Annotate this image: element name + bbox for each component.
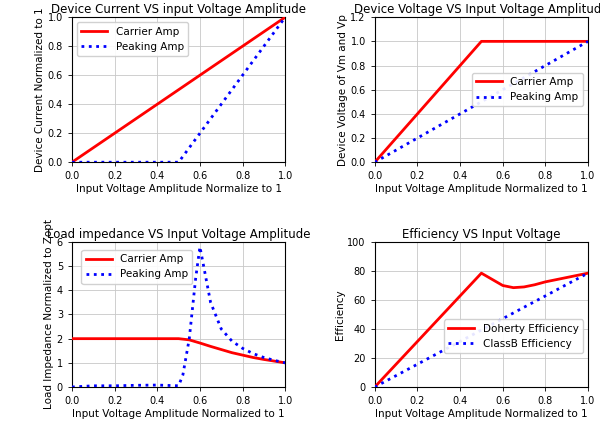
Legend: Carrier Amp, Peaking Amp: Carrier Amp, Peaking Amp xyxy=(472,73,583,107)
Peaking Amp xyxy=(111,383,118,388)
Carrier Amp xyxy=(250,355,257,360)
Peaking Amp xyxy=(175,383,182,388)
X-axis label: Input Voltage Amplitude Normalize to 1: Input Voltage Amplitude Normalize to 1 xyxy=(76,184,281,194)
Carrier Amp xyxy=(371,160,379,165)
Line: ClassB Efficiency: ClassB Efficiency xyxy=(375,273,588,387)
Peaking Amp xyxy=(196,131,203,136)
Peaking Amp xyxy=(281,360,289,366)
ClassB Efficiency xyxy=(542,293,549,298)
Carrier Amp xyxy=(281,360,289,366)
Doherty Efficiency xyxy=(435,316,442,321)
Line: Doherty Efficiency: Doherty Efficiency xyxy=(375,273,588,387)
Carrier Amp xyxy=(229,350,236,355)
ClassB Efficiency xyxy=(584,270,592,276)
Peaking Amp xyxy=(218,101,225,107)
Peaking Amp xyxy=(133,160,140,165)
Doherty Efficiency xyxy=(457,293,464,298)
Carrier Amp xyxy=(218,347,225,352)
Carrier Amp xyxy=(584,39,592,44)
Doherty Efficiency xyxy=(553,277,560,282)
ClassB Efficiency xyxy=(435,350,442,355)
Peaking Amp xyxy=(260,43,268,49)
Peaking Amp xyxy=(111,160,118,165)
Doherty Efficiency xyxy=(574,273,581,278)
Line: Peaking Amp: Peaking Amp xyxy=(72,247,285,387)
X-axis label: Input Voltage Amplitude Normalized to 1: Input Voltage Amplitude Normalized to 1 xyxy=(375,409,588,419)
Peaking Amp xyxy=(90,383,97,388)
Peaking Amp xyxy=(68,160,76,165)
Doherty Efficiency xyxy=(499,283,506,288)
X-axis label: Input Voltage Amplitude Normalized to 1: Input Voltage Amplitude Normalized to 1 xyxy=(72,409,285,419)
Y-axis label: Efficiency: Efficiency xyxy=(335,289,344,340)
Doherty Efficiency xyxy=(510,285,517,290)
Title: Load impedance VS Input Voltage Amplitude: Load impedance VS Input Voltage Amplitud… xyxy=(47,228,310,241)
Carrier Amp xyxy=(207,344,214,349)
Peaking Amp xyxy=(133,383,140,388)
X-axis label: Input Voltage Amplitude Normalized to 1: Input Voltage Amplitude Normalized to 1 xyxy=(375,184,588,194)
Peaking Amp xyxy=(239,73,246,78)
ClassB Efficiency xyxy=(478,327,485,332)
Carrier Amp xyxy=(175,336,182,341)
Doherty Efficiency xyxy=(392,362,400,367)
ClassB Efficiency xyxy=(563,282,570,287)
Carrier Amp xyxy=(260,357,268,362)
Peaking Amp xyxy=(185,336,193,341)
Doherty Efficiency xyxy=(478,270,485,276)
Peaking Amp xyxy=(154,383,161,388)
Peaking Amp xyxy=(260,355,268,360)
Doherty Efficiency xyxy=(414,339,421,344)
Y-axis label: Device Voltage of Vm and Vp: Device Voltage of Vm and Vp xyxy=(338,14,347,166)
Peaking Amp xyxy=(154,160,161,165)
Y-axis label: Load Impedance Normalized to Zopt: Load Impedance Normalized to Zopt xyxy=(44,219,54,409)
Peaking Amp xyxy=(90,160,97,165)
Peaking Amp xyxy=(175,160,182,165)
Doherty Efficiency xyxy=(584,270,592,276)
Doherty Efficiency xyxy=(531,282,538,287)
ClassB Efficiency xyxy=(371,384,379,390)
Line: Peaking Amp: Peaking Amp xyxy=(72,17,285,162)
Legend: Doherty Efficiency, ClassB Efficiency: Doherty Efficiency, ClassB Efficiency xyxy=(444,319,583,353)
ClassB Efficiency xyxy=(392,373,400,378)
Line: Carrier Amp: Carrier Amp xyxy=(375,41,588,162)
Peaking Amp xyxy=(229,338,236,344)
Peaking Amp xyxy=(207,300,214,305)
Doherty Efficiency xyxy=(371,384,379,390)
ClassB Efficiency xyxy=(499,316,506,321)
Peaking Amp xyxy=(271,358,278,363)
Peaking Amp xyxy=(239,346,246,351)
Line: Carrier Amp: Carrier Amp xyxy=(72,339,285,363)
Peaking Amp xyxy=(196,244,203,249)
Y-axis label: Device Current Normalized to 1: Device Current Normalized to 1 xyxy=(35,7,45,172)
Doherty Efficiency xyxy=(542,279,549,284)
Peaking Amp xyxy=(68,384,76,390)
Legend: Carrier Amp, Peaking Amp: Carrier Amp, Peaking Amp xyxy=(77,22,188,56)
ClassB Efficiency xyxy=(414,362,421,367)
Peaking Amp xyxy=(192,276,199,281)
Carrier Amp xyxy=(196,341,203,346)
Carrier Amp xyxy=(239,353,246,358)
Carrier Amp xyxy=(68,336,76,341)
Title: Device Voltage VS Input Voltage Amplitude: Device Voltage VS Input Voltage Amplitud… xyxy=(354,3,600,16)
ClassB Efficiency xyxy=(457,339,464,344)
Carrier Amp xyxy=(271,359,278,364)
Doherty Efficiency xyxy=(563,275,570,280)
Title: Efficiency VS Input Voltage: Efficiency VS Input Voltage xyxy=(402,228,560,241)
Peaking Amp xyxy=(218,326,225,332)
Doherty Efficiency xyxy=(520,284,527,289)
Peaking Amp xyxy=(281,15,289,20)
Peaking Amp xyxy=(250,351,257,356)
ClassB Efficiency xyxy=(520,305,527,310)
Title: Device Current VS input Voltage Amplitude: Device Current VS input Voltage Amplitud… xyxy=(51,3,306,16)
Legend: Carrier Amp, Peaking Amp: Carrier Amp, Peaking Amp xyxy=(82,250,193,284)
Carrier Amp xyxy=(478,39,485,44)
Carrier Amp xyxy=(185,337,193,342)
Peaking Amp xyxy=(179,372,187,378)
